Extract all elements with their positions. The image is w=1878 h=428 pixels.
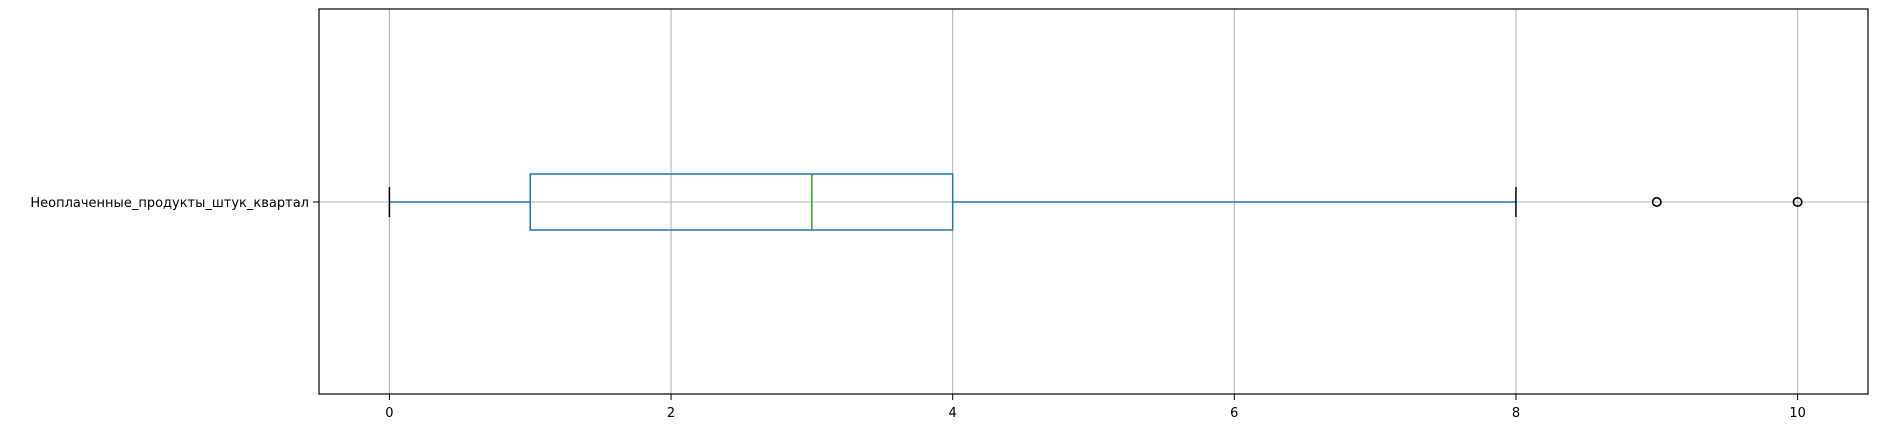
y-tick-label: Неоплаченные_продукты_штук_квартал [30,196,309,211]
x-tick-label: 2 [667,406,675,421]
x-tick-label: 0 [385,406,393,421]
y-axis: Неоплаченные_продукты_штук_квартал [30,196,319,211]
x-tick-label: 10 [1789,406,1806,421]
x-tick-label: 8 [1512,406,1520,421]
box-plot [388,173,1803,231]
x-axis: 0 2 4 6 8 10 [385,394,1806,421]
outlier-point [1792,197,1803,208]
iqr-box [529,173,954,231]
outlier-point [1651,197,1662,208]
x-tick-label: 4 [949,406,957,421]
x-tick-label: 6 [1230,406,1238,421]
